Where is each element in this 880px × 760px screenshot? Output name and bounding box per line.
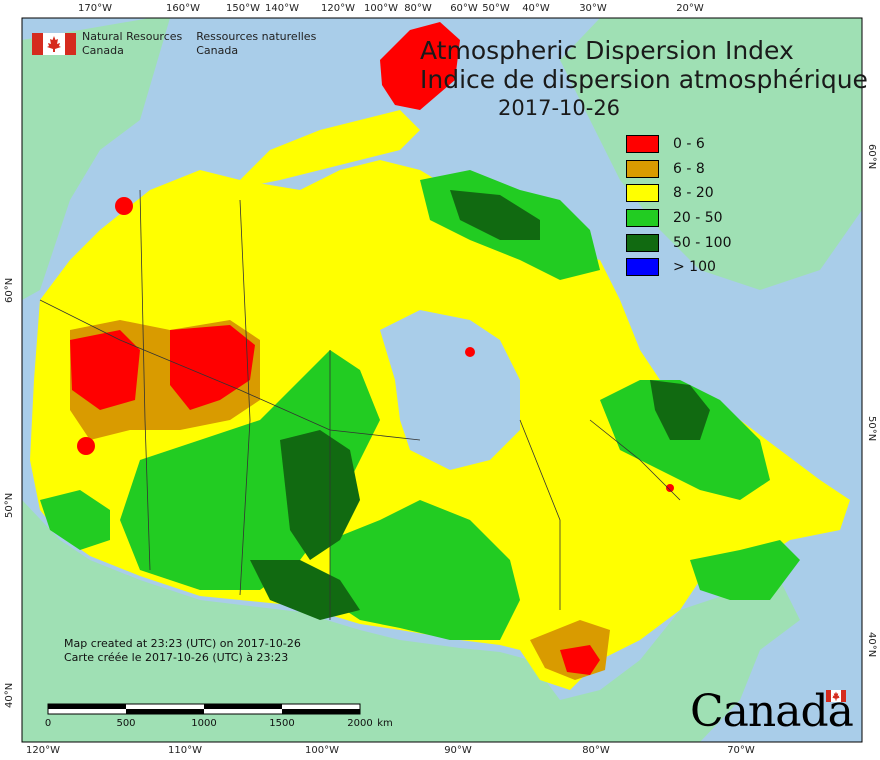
tick-lon-bottom: 80°W xyxy=(582,745,610,756)
scale-label: 0 xyxy=(44,718,52,729)
canada-wordmark: Canada xyxy=(690,686,854,737)
agency-fr-line2: Canada xyxy=(196,44,239,57)
canada-flag-icon xyxy=(32,33,76,55)
tick-lon-top: 150°W xyxy=(226,3,260,14)
tick-lat-right: 50°N xyxy=(866,416,877,442)
tick-lon-top: 60°W xyxy=(450,3,478,14)
tick-lat-right: 60°N xyxy=(866,144,877,170)
legend-label: 50 - 100 xyxy=(673,234,732,251)
agency-en-line1: Natural Resources xyxy=(82,30,183,43)
red-spot-quebec xyxy=(666,484,674,492)
tick-lon-top: 80°W xyxy=(404,3,432,14)
quebec-darkgreen xyxy=(650,380,710,440)
tick-lat-left: 50°N xyxy=(4,492,15,518)
tick-lat-right: 40°N xyxy=(866,632,877,658)
scale-label: 1500 xyxy=(269,718,295,729)
agency-en-line2: Canada xyxy=(82,44,124,57)
manitoba-darkgreen xyxy=(250,560,360,620)
legend-swatch xyxy=(626,135,659,154)
red-spot-bc xyxy=(77,437,95,455)
legend-label: 8 - 20 xyxy=(673,185,714,202)
legend-swatch xyxy=(626,258,659,277)
map-credit: Map created at 23:23 (UTC) on 2017-10-26… xyxy=(64,637,301,665)
tick-lon-top: 140°W xyxy=(265,3,299,14)
scale-bar: 0 500 1000 1500 2000 km xyxy=(44,702,393,736)
tick-lon-bottom: 120°W xyxy=(26,745,60,756)
usa-land xyxy=(22,500,800,742)
map-title: Atmospheric Dispersion Index Indice de d… xyxy=(420,36,868,122)
credit-french: Carte créée le 2017-10-26 (UTC) à 23:23 xyxy=(64,651,289,664)
tick-lon-bottom: 110°W xyxy=(168,745,202,756)
tick-lon-bottom: 90°W xyxy=(444,745,472,756)
title-french: Indice de dispersion atmosphérique xyxy=(420,65,868,94)
tick-lon-top: 50°W xyxy=(482,3,510,14)
scale-label: 1000 xyxy=(191,718,217,729)
ontario-red xyxy=(560,645,600,675)
tick-lon-bottom: 100°W xyxy=(305,745,339,756)
tick-lon-top: 100°W xyxy=(364,3,398,14)
scale-label: 2000 xyxy=(347,718,373,729)
legend-item: 8 - 20 xyxy=(626,181,732,206)
hudson-bay xyxy=(380,310,520,470)
credit-english: Map created at 23:23 (UTC) on 2017-10-26 xyxy=(64,637,301,650)
atlantic-green xyxy=(690,540,800,600)
tick-lon-top: 170°W xyxy=(78,3,112,14)
legend-label: 6 - 8 xyxy=(673,160,705,177)
tick-lon-top: 20°W xyxy=(676,3,704,14)
map-date: 2017-10-26 xyxy=(498,96,621,120)
legend-item: > 100 xyxy=(626,255,732,280)
legend-item: 0 - 6 xyxy=(626,132,732,157)
tick-lon-bottom: 70°W xyxy=(727,745,755,756)
agency-signature: Natural Resources Canada Ressources natu… xyxy=(32,30,330,58)
scale-label: 500 xyxy=(116,718,136,729)
red-spot-nunavut xyxy=(465,347,475,357)
legend-label: > 100 xyxy=(673,259,716,276)
legend: 0 - 6 6 - 8 8 - 20 20 - 50 50 - 100 > 100 xyxy=(626,132,732,280)
tick-lat-left: 40°N xyxy=(4,682,15,708)
legend-item: 50 - 100 xyxy=(626,230,732,255)
red-spot-yukon xyxy=(115,197,133,215)
bc-green xyxy=(40,490,110,550)
nwt-red-east xyxy=(170,325,255,410)
sask-darkgreen xyxy=(280,430,360,560)
baffin-darkgreen xyxy=(450,190,540,240)
wordmark-flag-icon xyxy=(826,690,846,702)
greenland-land xyxy=(560,18,862,290)
agency-fr-line1: Ressources naturelles xyxy=(196,30,317,43)
tick-lon-top: 120°W xyxy=(321,3,355,14)
province-boundaries xyxy=(39,189,681,620)
legend-swatch xyxy=(626,209,659,228)
scale-bar-graphic xyxy=(47,703,361,715)
legend-swatch xyxy=(626,184,659,203)
nwt-red-west xyxy=(70,330,140,410)
tick-lon-top: 30°W xyxy=(579,3,607,14)
legend-swatch xyxy=(626,233,659,252)
legend-swatch xyxy=(626,159,659,178)
legend-item: 20 - 50 xyxy=(626,206,732,231)
ellesmere-island xyxy=(380,22,460,110)
arctic-islands xyxy=(230,110,420,190)
map-border xyxy=(21,17,863,743)
tick-lat-left: 60°N xyxy=(4,277,15,303)
tick-lon-top: 160°W xyxy=(166,3,200,14)
ontario-green xyxy=(330,500,520,640)
title-english: Atmospheric Dispersion Index xyxy=(420,36,794,65)
legend-item: 6 - 8 xyxy=(626,157,732,182)
legend-label: 20 - 50 xyxy=(673,210,723,227)
legend-label: 0 - 6 xyxy=(673,136,705,153)
alaska-land xyxy=(22,18,170,300)
scale-unit: km xyxy=(377,718,393,729)
tick-lon-top: 40°W xyxy=(522,3,550,14)
